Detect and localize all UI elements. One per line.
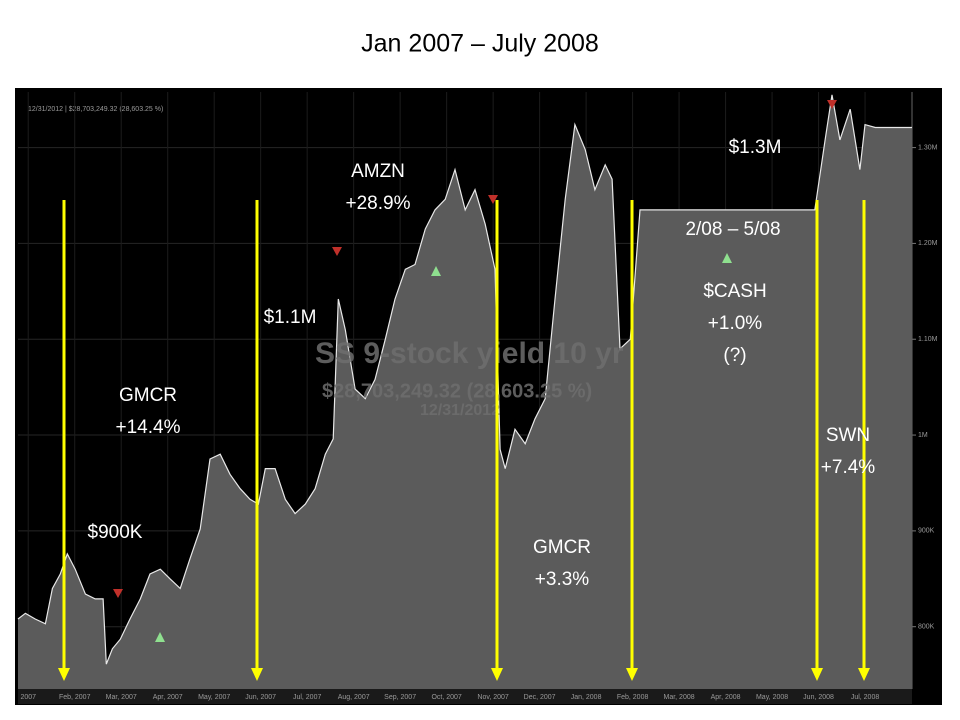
sell-marker <box>332 247 342 256</box>
y-tick-label: 1.20M <box>918 240 938 247</box>
x-tick-label: Jan, 2008 <box>571 694 602 701</box>
y-tick-label: 1M <box>918 432 928 439</box>
x-tick-label: May, 2007 <box>198 694 230 701</box>
watermark-value: $28,703,249.32 (28,603.25 %) <box>322 380 592 402</box>
plot: 800K 900K 1M 1.10M 1.20M 1.30M 2007 Feb, 2007 Ma… <box>17 92 938 701</box>
x-tick-label: Sep, 2007 <box>384 694 416 701</box>
x-tick-label: Aug, 2007 <box>338 694 370 701</box>
annotation: $1.3M <box>729 137 782 158</box>
arrow-head <box>811 668 823 681</box>
x-tick-label: Feb, 2007 <box>59 694 91 701</box>
x-tick-label: 2007 <box>20 694 36 701</box>
x-tick-label: Apr, 2008 <box>711 694 741 701</box>
annotation: +3.3% <box>535 569 590 590</box>
watermark-title: SS 9-stock yield 10 yr <box>315 337 624 370</box>
chart-header: 12/31/2012 | $28,703,249.32 (28,603.25 %… <box>28 106 163 113</box>
slide-title: Jan 2007 – July 2008 <box>361 30 599 58</box>
annotation: $900K <box>88 522 143 543</box>
annotations: $900K GMCR +14.4% $1.1M AMZN +28.9% GMCR +3.3% 2… <box>88 137 876 590</box>
x-tick-label: Feb, 2008 <box>617 694 649 701</box>
buy-marker <box>722 253 732 263</box>
x-tick-label: Apr, 2007 <box>153 694 183 701</box>
annotation: (?) <box>723 345 746 366</box>
sell-marker <box>113 589 123 598</box>
annotation: GMCR <box>119 385 177 406</box>
annotation: $1.1M <box>264 307 317 328</box>
annotation: +1.0% <box>708 313 763 334</box>
annotation: +7.4% <box>821 457 876 478</box>
sell-marker <box>488 195 498 204</box>
arrow-head <box>58 668 70 681</box>
arrow-head <box>251 668 263 681</box>
arrow-head <box>858 668 870 681</box>
x-tick-label: Jul, 2008 <box>851 694 880 701</box>
x-axis-strip <box>18 689 912 704</box>
annotation: +14.4% <box>116 417 181 438</box>
y-tick-label: 1.30M <box>918 144 938 151</box>
x-tick-label: Jun, 2008 <box>803 694 834 701</box>
x-tick-label: Dec, 2007 <box>524 694 556 701</box>
annotation: 2/08 – 5/08 <box>685 219 780 240</box>
arrow-head <box>626 668 638 681</box>
y-tick-label: 800K <box>918 624 935 631</box>
x-tick-label: Oct, 2007 <box>431 694 461 701</box>
line <box>17 94 912 665</box>
x-tick-label: Jul, 2007 <box>293 694 322 701</box>
annotation: +28.9% <box>346 193 411 214</box>
x-tick-label: Mar, 2008 <box>664 694 695 701</box>
x-tick-label: May, 2008 <box>756 694 788 701</box>
area <box>18 94 912 689</box>
watermark: SS 9-stock yield 10 yr $28,703,249.32 (2… <box>315 337 624 419</box>
annotation: AMZN <box>351 161 405 182</box>
watermark-date: 12/31/2012 <box>420 402 500 419</box>
y-tick-label: 900K <box>918 528 935 535</box>
x-tick-label: Mar, 2007 <box>106 694 137 701</box>
arrow-head <box>491 668 503 681</box>
annotation: SWN <box>826 425 870 446</box>
arrows <box>58 200 870 681</box>
x-tick-label: Nov, 2007 <box>477 694 508 701</box>
sell-marker <box>827 100 837 109</box>
annotation: $CASH <box>703 281 766 302</box>
buy-marker <box>431 266 441 276</box>
buy-marker <box>155 632 165 642</box>
x-tick-label: Jun, 2007 <box>245 694 276 701</box>
y-tick-label: 1.10M <box>918 336 938 343</box>
annotation: GMCR <box>533 537 591 558</box>
trade-markers <box>113 100 837 642</box>
